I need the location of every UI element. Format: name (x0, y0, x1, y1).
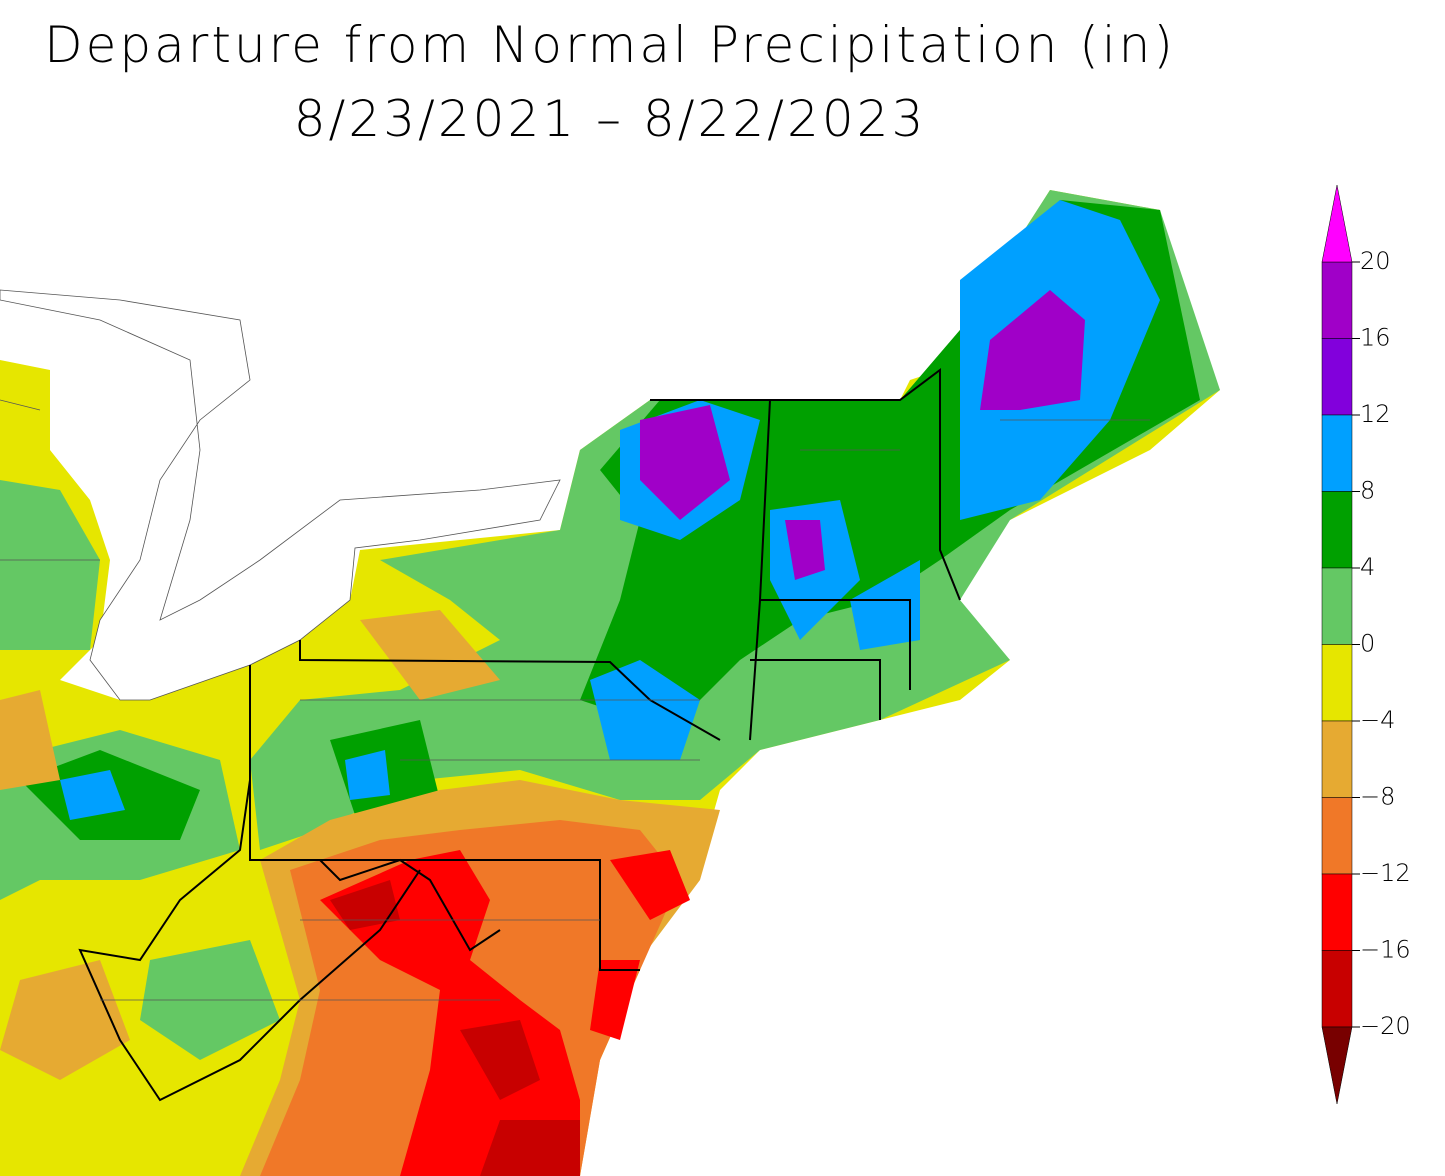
lake (0, 289, 561, 701)
map (0, 190, 1220, 1176)
colorbar-label: −12 (1360, 859, 1411, 887)
colorbar-label: 12 (1360, 400, 1391, 428)
title: Departure from Normal Precipitation (in) (44, 16, 1176, 74)
region (330, 880, 580, 1176)
state-border (78, 368, 961, 1102)
colorbar-bin (1321, 414, 1353, 492)
colorbar-under (1321, 1026, 1353, 1105)
colorbar-label: 0 (1360, 630, 1375, 658)
colorbar-label: 20 (1360, 247, 1391, 275)
county-lines (0, 399, 1150, 1001)
colorbar-bin (1321, 338, 1353, 416)
region (0, 610, 500, 1080)
colorbar-label: 16 (1360, 324, 1391, 352)
colorbar-over (1321, 184, 1353, 263)
colorbar-bin (1321, 567, 1353, 645)
region (320, 850, 690, 1176)
colorbar-bin (1321, 644, 1353, 722)
colorbar-label: −16 (1360, 936, 1411, 964)
colorbar-bin (1321, 797, 1353, 875)
colorbar-label: 4 (1360, 553, 1375, 581)
colorbar-bin (1321, 873, 1353, 951)
colorbar-label: 8 (1360, 477, 1375, 505)
colorbar-label: −4 (1360, 706, 1395, 734)
colorbar-bin (1321, 261, 1353, 339)
region (60, 200, 1160, 820)
colorbar-label: −8 (1360, 783, 1395, 811)
colorbar-bin (1321, 491, 1353, 569)
subtitle: 8/23/2021 – 8/22/2023 (294, 90, 927, 148)
region (640, 290, 1085, 580)
colorbar-bin (1321, 720, 1353, 798)
colorbar-bin (1321, 950, 1353, 1028)
colorbar-label: −20 (1360, 1012, 1411, 1040)
